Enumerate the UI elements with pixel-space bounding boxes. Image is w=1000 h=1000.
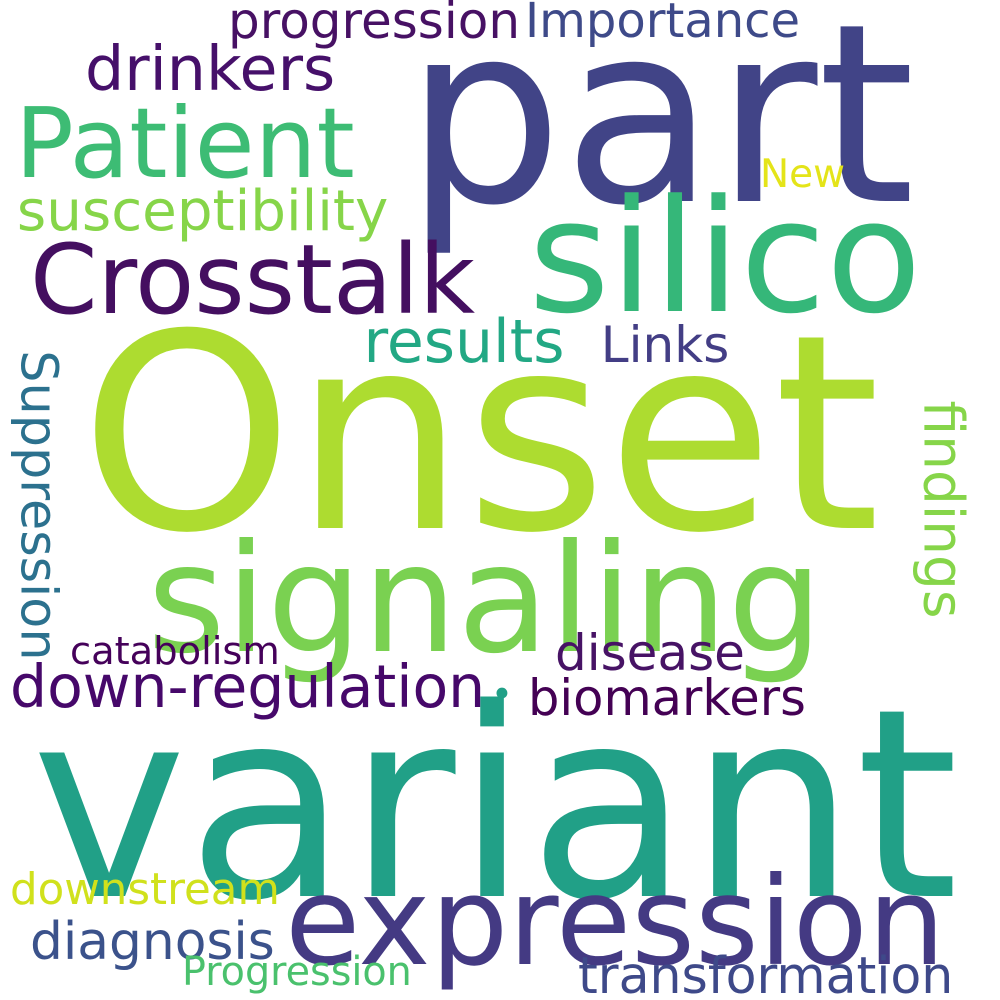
word-findings: findings: [911, 399, 976, 619]
word-progression-capital: Progression: [182, 948, 412, 995]
word-expression: expression: [285, 850, 946, 994]
word-importance: Importance: [525, 0, 801, 49]
word-links: Links: [600, 316, 730, 374]
word-susceptibility: susceptibility: [16, 179, 389, 245]
word-downstream: downstream: [10, 865, 280, 916]
word-catabolism: catabolism: [70, 629, 280, 675]
word-biomarkers: biomarkers: [528, 669, 806, 728]
word-onset: Onset: [80, 276, 881, 593]
word-part: part: [405, 0, 916, 260]
word-progression-lower: progression: [228, 0, 521, 50]
word-dot: •: [490, 672, 514, 717]
word-crosstalk: Crosstalk: [30, 222, 476, 336]
word-patient: Patient: [15, 87, 355, 202]
word-suppression: Suppression: [9, 349, 69, 661]
word-new: New: [760, 152, 846, 197]
word-silico: silico: [528, 166, 922, 349]
word-variant: variant: [31, 651, 959, 958]
word-transformation: transformation: [578, 945, 954, 1000]
word-signaling: signaling: [147, 513, 823, 687]
word-diagnosis: diagnosis: [30, 911, 275, 972]
word-down-regulation: down-regulation: [10, 652, 486, 721]
word-disease: disease: [555, 624, 745, 682]
word-results: results: [363, 307, 565, 377]
word-drinkers: drinkers: [85, 33, 336, 106]
